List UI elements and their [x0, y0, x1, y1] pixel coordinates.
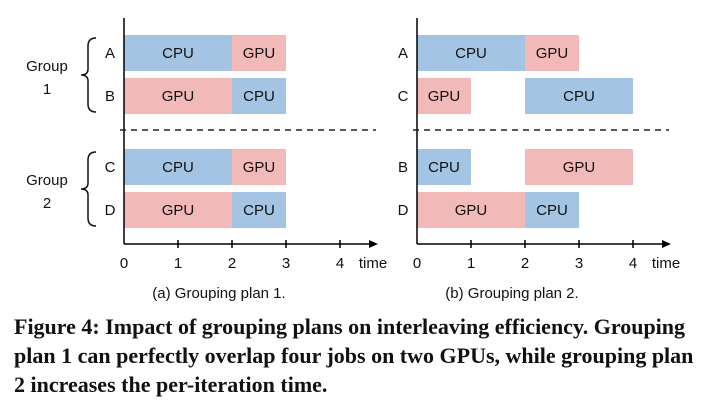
segment-label: CPU [162, 45, 194, 62]
job-label: D [398, 202, 409, 219]
subfigure-caption: (b) Grouping plan 2. [445, 285, 578, 302]
segment-label: GPU [455, 202, 488, 219]
plan-panel: CPU GPU A GPU CPU B CPU GPU C GPU CPU D 0 1 2 3 4 time (a)… [105, 18, 387, 302]
gpu-segment [525, 149, 633, 185]
job-row: GPU CPU D [398, 192, 579, 228]
plan-panel: CPU GPU A GPU CPU C CPU GPU B GPU CPU D 0 1 2 3 4 time (b)… [398, 18, 680, 302]
segment-label: CPU [243, 202, 275, 219]
gpu-segment [232, 149, 286, 185]
gpu-segment [417, 78, 471, 114]
job-label: B [105, 88, 115, 105]
segment-label: CPU [563, 88, 595, 105]
cpu-segment [525, 192, 579, 228]
cpu-segment [124, 149, 232, 185]
segment-label: GPU [563, 159, 596, 176]
plans-layer: CPU GPU A GPU CPU B CPU GPU C GPU CPU D 0 1 2 3 4 time (a)… [105, 18, 680, 302]
segment-label: GPU [428, 88, 461, 105]
x-tick-label: 3 [282, 255, 290, 272]
group-label-line2: 1 [43, 81, 51, 98]
job-label: A [105, 45, 115, 62]
job-label: B [398, 159, 408, 176]
segment-label: GPU [536, 45, 569, 62]
segment-label: CPU [536, 202, 568, 219]
x-tick-label: 0 [413, 255, 421, 272]
segment-label: GPU [243, 45, 276, 62]
cpu-segment [124, 35, 232, 71]
cpu-segment [417, 35, 525, 71]
group-label-line1: Group [26, 172, 68, 189]
grouping-plans-figure: CPU GPU A GPU CPU B CPU GPU C GPU CPU D 0 1 2 3 4 time (a)… [26, 18, 680, 302]
curly-brace-icon [80, 151, 97, 227]
groups-layer: Group 1 Group 2 [26, 37, 97, 227]
gpu-segment [417, 192, 525, 228]
job-row: GPU CPU C [398, 78, 633, 114]
x-tick-label: 2 [228, 255, 236, 272]
segment-label: CPU [455, 45, 487, 62]
x-tick-label: 3 [575, 255, 583, 272]
cpu-segment [232, 78, 286, 114]
x-axis-label: time [652, 255, 680, 272]
cpu-segment [232, 192, 286, 228]
job-label: A [398, 45, 408, 62]
group-label: Group 1 [26, 37, 97, 113]
segment-label: CPU [243, 88, 275, 105]
gpu-segment [124, 192, 232, 228]
segment-label: GPU [243, 159, 276, 176]
figure-caption: Figure 4: Impact of grouping plans on in… [14, 314, 694, 397]
gpu-segment [525, 35, 579, 71]
segment-label: CPU [162, 159, 194, 176]
job-row: GPU CPU D [105, 192, 286, 228]
x-tick-label: 2 [521, 255, 529, 272]
segment-label: GPU [162, 202, 195, 219]
curly-brace-icon [80, 37, 97, 113]
group-label-line2: 2 [43, 195, 51, 212]
job-label: C [105, 159, 116, 176]
gpu-segment [124, 78, 232, 114]
x-axis-arrow-icon [662, 240, 671, 248]
gpu-segment [232, 35, 286, 71]
x-axis-label: time [359, 255, 387, 272]
group-label: Group 2 [26, 151, 97, 227]
cpu-segment [525, 78, 633, 114]
x-tick-label: 0 [120, 255, 128, 272]
job-row: CPU GPU A [105, 35, 286, 71]
x-tick-label: 4 [336, 255, 344, 272]
x-tick-label: 1 [174, 255, 182, 272]
cpu-segment [417, 149, 471, 185]
job-row: CPU GPU C [105, 149, 286, 185]
segment-label: CPU [428, 159, 460, 176]
job-label: D [105, 202, 116, 219]
job-label: C [398, 88, 409, 105]
x-tick-label: 4 [629, 255, 637, 272]
subfigure-caption: (a) Grouping plan 1. [152, 285, 285, 302]
segment-label: GPU [162, 88, 195, 105]
job-row: CPU GPU A [398, 35, 579, 71]
job-row: GPU CPU B [105, 78, 286, 114]
x-tick-label: 1 [467, 255, 475, 272]
job-row: CPU GPU B [398, 149, 633, 185]
x-axis-arrow-icon [369, 240, 378, 248]
group-label-line1: Group [26, 58, 68, 75]
